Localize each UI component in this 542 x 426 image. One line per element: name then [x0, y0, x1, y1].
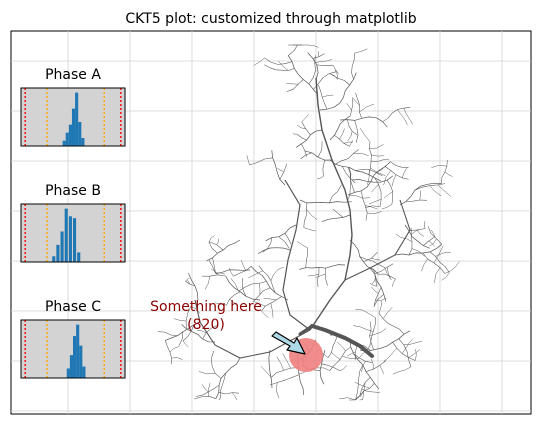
histogram-bar [52, 256, 55, 262]
histogram-bar [69, 216, 72, 262]
histogram-bar [79, 346, 82, 378]
histogram-bar [56, 245, 59, 262]
histogram-bar [70, 355, 73, 378]
inset-title: Phase B [45, 183, 101, 199]
histogram-bar [72, 109, 75, 146]
histogram-bar [73, 218, 76, 262]
histogram-bar [65, 209, 68, 262]
histogram-bar [73, 336, 76, 378]
histogram-bar [66, 133, 69, 146]
histogram-bar [67, 368, 70, 378]
inset-title: Phase A [45, 67, 101, 83]
histogram-bar [81, 138, 84, 146]
histogram-bar [61, 232, 64, 262]
inset-title: Phase C [45, 299, 101, 315]
histogram-bar [77, 252, 80, 262]
histogram-bar [78, 122, 81, 146]
annotation-label-line1: Something here [150, 299, 262, 315]
histogram-bar [75, 93, 78, 146]
histogram-bar [76, 325, 79, 378]
histogram-bar [82, 367, 85, 378]
annotation-label-line2: (820) [187, 317, 225, 333]
phase-insets: Phase A Phase B Phase C [21, 67, 125, 378]
histogram-bar [69, 125, 72, 146]
chart-title: CKT5 plot: customized through matplotlib [125, 11, 416, 27]
histogram-bar [63, 141, 66, 146]
